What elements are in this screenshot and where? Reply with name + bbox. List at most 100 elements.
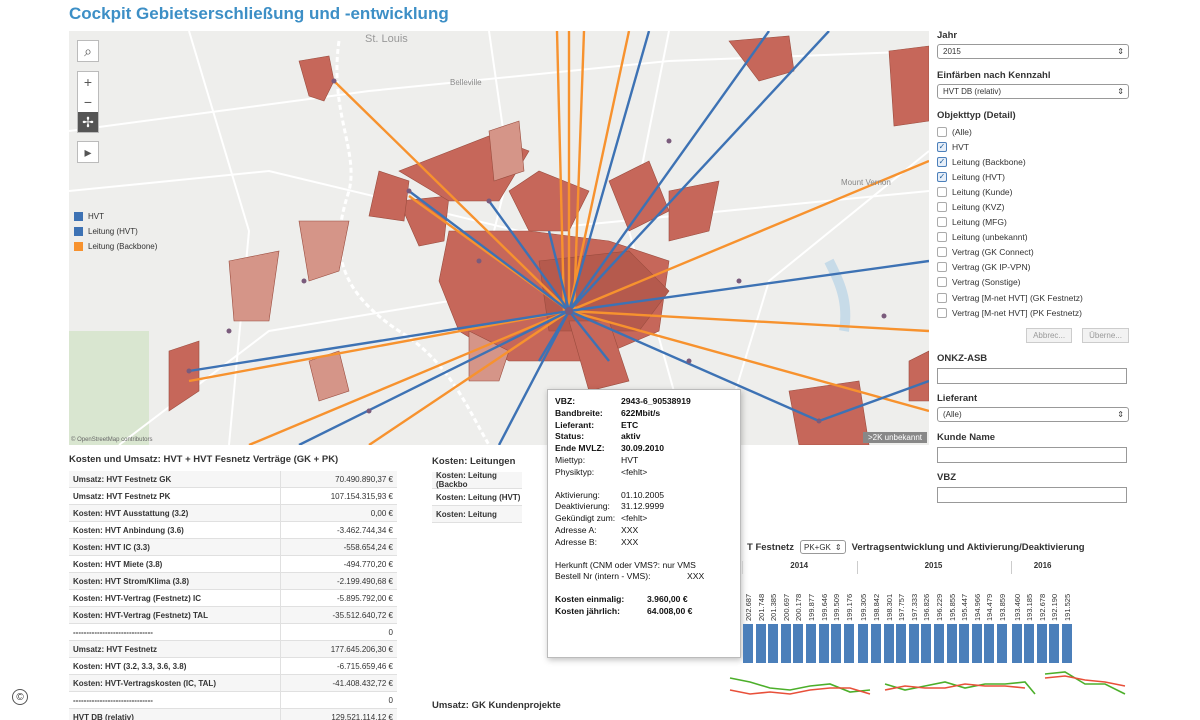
- checkbox[interactable]: ✓: [937, 141, 947, 152]
- chart-bar-label: 198.842: [872, 593, 881, 621]
- color-metric-select[interactable]: HVT DB (relativ) ⇕: [937, 84, 1129, 99]
- chart-bar[interactable]: [971, 624, 982, 663]
- chart-bar[interactable]: [755, 624, 766, 663]
- chart-bar-label: 192.190: [1050, 593, 1060, 621]
- checkbox[interactable]: [937, 247, 947, 258]
- tooltip-key-fields: VBZ: 2943-6_90538919 Bandbreite: 622Mbit/s L…: [555, 396, 733, 455]
- chart-bar[interactable]: [1011, 624, 1022, 663]
- table-row: HVT DB (relativ) 129.521.114,12 €: [69, 709, 397, 720]
- object-type-option-label: Leitung (MFG): [952, 217, 1007, 228]
- tooltip-row: VBZ: 2943-6_90538919: [555, 396, 733, 408]
- tooltip-type-fields: Miettyp: HVT Physiktyp: <fehlt>: [555, 455, 733, 479]
- table-row-value: 107.154.315,93 €: [330, 491, 393, 501]
- object-type-option[interactable]: Leitung (Kunde): [937, 184, 1137, 199]
- chart-bar[interactable]: [1049, 624, 1060, 663]
- chart-bar[interactable]: [858, 624, 869, 663]
- object-type-option[interactable]: (Alle): [937, 124, 1137, 139]
- onkz-input[interactable]: [937, 368, 1127, 385]
- tooltip-date-fields: Aktivierung: 01.10.2005 Deaktivierung: 31.1…: [555, 490, 733, 549]
- unknown-count-badge[interactable]: >2K unbekannt: [862, 432, 927, 443]
- object-type-option[interactable]: ✓ Leitung (HVT): [937, 169, 1137, 184]
- chart-bar[interactable]: [946, 624, 957, 663]
- chart-bar[interactable]: [896, 624, 907, 663]
- chart-bar[interactable]: [934, 624, 945, 663]
- object-type-option[interactable]: Leitung (MFG): [937, 215, 1137, 230]
- chart-bar[interactable]: [831, 624, 842, 663]
- year-select[interactable]: 2015 ⇕: [937, 44, 1129, 59]
- checkbox[interactable]: [937, 217, 947, 228]
- tooltip-value: XXX: [687, 571, 705, 582]
- supplier-select-value: (Alle): [943, 410, 962, 420]
- tooltip-key: Bestell Nr (intern - VMS):: [555, 571, 651, 582]
- chart-bar-label: 193.185: [1025, 593, 1035, 621]
- table-row: Kosten: HVT-Vertragskosten (IC, TAL) -41.…: [69, 675, 397, 692]
- table-row-value: -6.715.659,46 €: [336, 661, 393, 671]
- segment-select-value: PK+GK: [803, 542, 831, 552]
- map-canvas[interactable]: [69, 31, 929, 445]
- object-type-option-label: (Alle): [952, 126, 972, 137]
- object-type-option[interactable]: Vertrag [M-net HVT] (PK Festnetz): [937, 305, 1137, 320]
- checkbox[interactable]: [937, 202, 947, 213]
- chart-bar[interactable]: [1036, 624, 1047, 663]
- object-type-option[interactable]: Leitung (KVZ): [937, 199, 1137, 214]
- zoom-in-button[interactable]: +: [83, 74, 93, 90]
- checkbox[interactable]: [937, 232, 947, 243]
- chart-bar[interactable]: [1024, 624, 1035, 663]
- chart-bar[interactable]: [871, 624, 882, 663]
- object-type-option[interactable]: Leitung (unbekannt): [937, 230, 1137, 245]
- checkbox[interactable]: [937, 307, 947, 318]
- chart-bar[interactable]: [883, 624, 894, 663]
- map-legend: HVT Leitung (HVT) Leitung (Backbone): [74, 209, 157, 254]
- map-hvt-points[interactable]: [186, 78, 887, 424]
- object-type-option[interactable]: ✓ Leitung (Backbone): [937, 154, 1137, 169]
- chart-bar[interactable]: [780, 624, 791, 663]
- map-view[interactable]: St. Louis Belleville Mount Vernon ⌕ + − …: [69, 31, 929, 445]
- cancel-button[interactable]: Abbrec...: [1026, 328, 1073, 344]
- tooltip-cost-yearly: Kosten jährlich: 64.008,00 €: [555, 606, 733, 618]
- chart-bar[interactable]: [768, 624, 779, 663]
- chart-bar[interactable]: [743, 624, 754, 663]
- object-type-option-label: Vertrag (Sonstige): [952, 277, 1021, 288]
- costs-table: Umsatz: HVT Festnetz GK 70.490.890,37 € Um…: [69, 471, 397, 720]
- spinner-icon: ⇕: [834, 542, 842, 552]
- chart-bar[interactable]: [921, 624, 932, 663]
- checkbox[interactable]: [937, 262, 947, 273]
- chart-bar[interactable]: [818, 624, 829, 663]
- checkbox[interactable]: [937, 292, 947, 303]
- chart-bar[interactable]: [843, 624, 854, 663]
- map-search-control[interactable]: ⌕: [77, 40, 99, 62]
- tooltip-key: VBZ:: [555, 396, 576, 406]
- chart-bar-label: 199.176: [844, 593, 854, 621]
- object-type-option[interactable]: Vertrag [M-net HVT] (GK Festnetz): [937, 290, 1137, 305]
- customer-name-input[interactable]: [937, 447, 1127, 464]
- object-type-option[interactable]: ✓ HVT: [937, 139, 1137, 154]
- chart-bar[interactable]: [959, 624, 970, 663]
- year-2015-lines: [884, 681, 1036, 695]
- chart-bar[interactable]: [997, 624, 1008, 663]
- map-attribution[interactable]: © OpenStreetMap contributors: [71, 437, 153, 443]
- apply-button[interactable]: Überne...: [1082, 328, 1129, 344]
- zoom-out-button[interactable]: −: [83, 94, 93, 110]
- object-type-option[interactable]: Vertrag (GK IP-VPN): [937, 260, 1137, 275]
- map-play-control[interactable]: ▸: [77, 141, 99, 163]
- checkbox[interactable]: [937, 126, 947, 137]
- play-icon[interactable]: ▸: [84, 143, 92, 160]
- search-icon[interactable]: ⌕: [84, 42, 92, 59]
- vbz-input[interactable]: [937, 487, 1127, 504]
- checkbox[interactable]: [937, 186, 947, 197]
- chart-bar[interactable]: [1062, 624, 1073, 663]
- checkbox[interactable]: [937, 277, 947, 288]
- supplier-select[interactable]: (Alle) ⇕: [937, 407, 1129, 423]
- chart-bar[interactable]: [806, 624, 817, 663]
- chart-bar-label: 199.877: [807, 593, 816, 621]
- segment-select[interactable]: PK+GK ⇕: [799, 540, 846, 554]
- checkbox[interactable]: ✓: [937, 156, 947, 167]
- chart-bar[interactable]: [984, 624, 995, 663]
- pin-icon[interactable]: ✢: [78, 112, 98, 132]
- object-type-option[interactable]: Vertrag (GK Connect): [937, 245, 1137, 260]
- object-type-option[interactable]: Vertrag (Sonstige): [937, 275, 1137, 290]
- chart-bar[interactable]: [908, 624, 919, 663]
- chart-bar[interactable]: [793, 624, 804, 663]
- checkbox[interactable]: ✓: [937, 171, 947, 182]
- tooltip-value: <fehlt>: [621, 466, 648, 477]
